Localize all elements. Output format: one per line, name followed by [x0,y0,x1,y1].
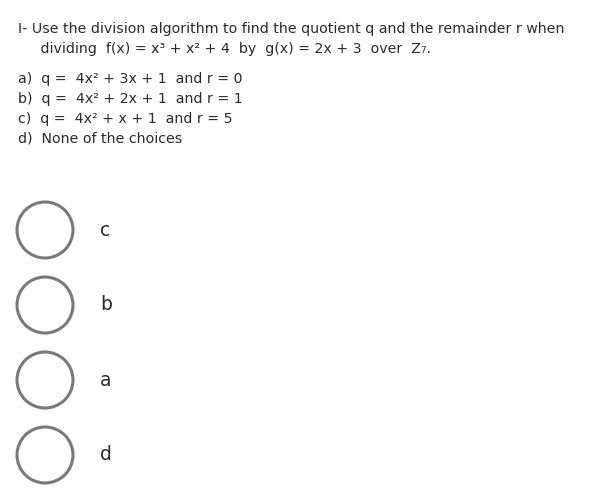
Text: c)  q =  4x² + x + 1  and r = 5: c) q = 4x² + x + 1 and r = 5 [18,112,233,126]
Text: d)  None of the choices: d) None of the choices [18,132,182,146]
Text: a: a [100,371,111,389]
Text: I- Use the division algorithm to find the quotient q and the remainder r when: I- Use the division algorithm to find th… [18,22,564,36]
Text: b)  q =  4x² + 2x + 1  and r = 1: b) q = 4x² + 2x + 1 and r = 1 [18,92,243,106]
Text: d: d [100,446,112,464]
Text: c: c [100,220,110,239]
Text: a)  q =  4x² + 3x + 1  and r = 0: a) q = 4x² + 3x + 1 and r = 0 [18,72,243,86]
Text: dividing  f(x) = x³ + x² + 4  by  g(x) = 2x + 3  over  Z₇.: dividing f(x) = x³ + x² + 4 by g(x) = 2x… [18,42,431,56]
Text: b: b [100,295,112,314]
